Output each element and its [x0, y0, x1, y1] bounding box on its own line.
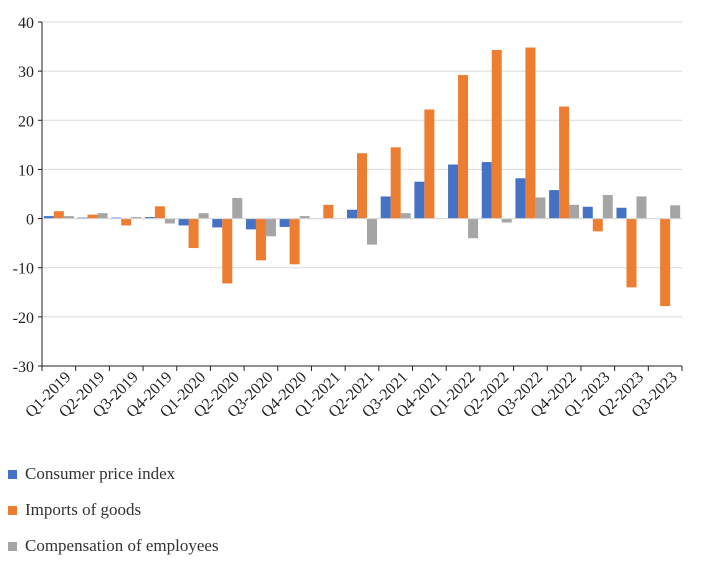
- bar: [660, 218, 671, 307]
- bar: [602, 194, 613, 219]
- bar: [458, 75, 469, 219]
- bar: [626, 218, 637, 288]
- bar: [323, 204, 334, 219]
- bar: [525, 47, 536, 219]
- bar: [535, 197, 546, 219]
- bar: [198, 213, 209, 219]
- bar: [265, 218, 276, 237]
- legend-swatch-compensation: [8, 541, 17, 551]
- bar: [616, 207, 627, 219]
- legend-label-imports: Imports of goods: [25, 500, 142, 519]
- bar: [232, 197, 243, 219]
- bar: [154, 206, 165, 219]
- bars: [43, 47, 681, 307]
- bar: [121, 218, 132, 226]
- bar: [347, 209, 357, 219]
- bar: [357, 153, 367, 219]
- legend-label-cpi: Consumer price index: [25, 464, 176, 483]
- bar: [279, 218, 290, 227]
- bar: [569, 204, 580, 219]
- bar: [468, 218, 479, 239]
- x-axis-tick-labels: Q1-2019Q2-2019Q3-2019Q4-2019Q1-2020Q2-20…: [22, 369, 681, 421]
- bar: [448, 164, 459, 219]
- bar: [481, 162, 492, 219]
- bar: [131, 217, 142, 219]
- bar: [414, 181, 425, 219]
- bar: [87, 214, 98, 219]
- y-tick-label: 40: [18, 15, 34, 32]
- bar: [178, 218, 189, 226]
- y-tick-label: -20: [13, 310, 34, 327]
- bar: [245, 218, 256, 230]
- bar-chart: -30 -20 -10 0 10 20 30 40 Q1-2019Q2-2019Q3-2019…: [13, 15, 683, 421]
- y-tick-label: -10: [13, 261, 34, 278]
- bar: [164, 218, 175, 224]
- legend-label-compensation: Compensation of employees: [25, 536, 219, 555]
- y-tick-label: 20: [18, 113, 34, 130]
- bar: [491, 50, 502, 219]
- bar: [299, 216, 310, 219]
- bar: [43, 216, 54, 219]
- legend-item-cpi: Consumer price index: [8, 456, 219, 492]
- bar: [367, 218, 377, 245]
- legend-item-imports: Imports of goods: [8, 492, 219, 528]
- bar: [255, 218, 266, 261]
- legend: Consumer price index Imports of goods Co…: [8, 456, 219, 564]
- y-tick-label: 0: [26, 212, 34, 229]
- y-tick-label: -30: [13, 359, 34, 376]
- bar: [289, 218, 300, 265]
- bar: [636, 196, 647, 219]
- y-tick-label: 10: [18, 162, 34, 179]
- y-tick-label: 30: [18, 64, 34, 81]
- bar: [501, 218, 512, 223]
- legend-item-compensation: Compensation of employees: [8, 528, 219, 564]
- bar: [380, 196, 391, 219]
- legend-swatch-imports: [8, 505, 17, 515]
- bar: [559, 106, 570, 219]
- bar: [515, 178, 526, 219]
- y-axis-tick-labels: -30 -20 -10 0 10 20 30 40: [13, 15, 34, 376]
- bar: [53, 211, 64, 219]
- axes: [38, 21, 683, 371]
- bar: [390, 147, 401, 219]
- bar: [144, 217, 155, 219]
- bar: [400, 213, 411, 219]
- legend-swatch-cpi: [8, 469, 17, 479]
- bar: [222, 218, 233, 284]
- bar: [97, 213, 108, 219]
- bar: [188, 218, 199, 249]
- bar: [63, 216, 74, 219]
- bar: [670, 205, 681, 219]
- bar: [592, 218, 603, 232]
- bar: [549, 190, 560, 219]
- bar: [212, 218, 223, 228]
- bar: [582, 206, 593, 219]
- bar: [424, 109, 435, 219]
